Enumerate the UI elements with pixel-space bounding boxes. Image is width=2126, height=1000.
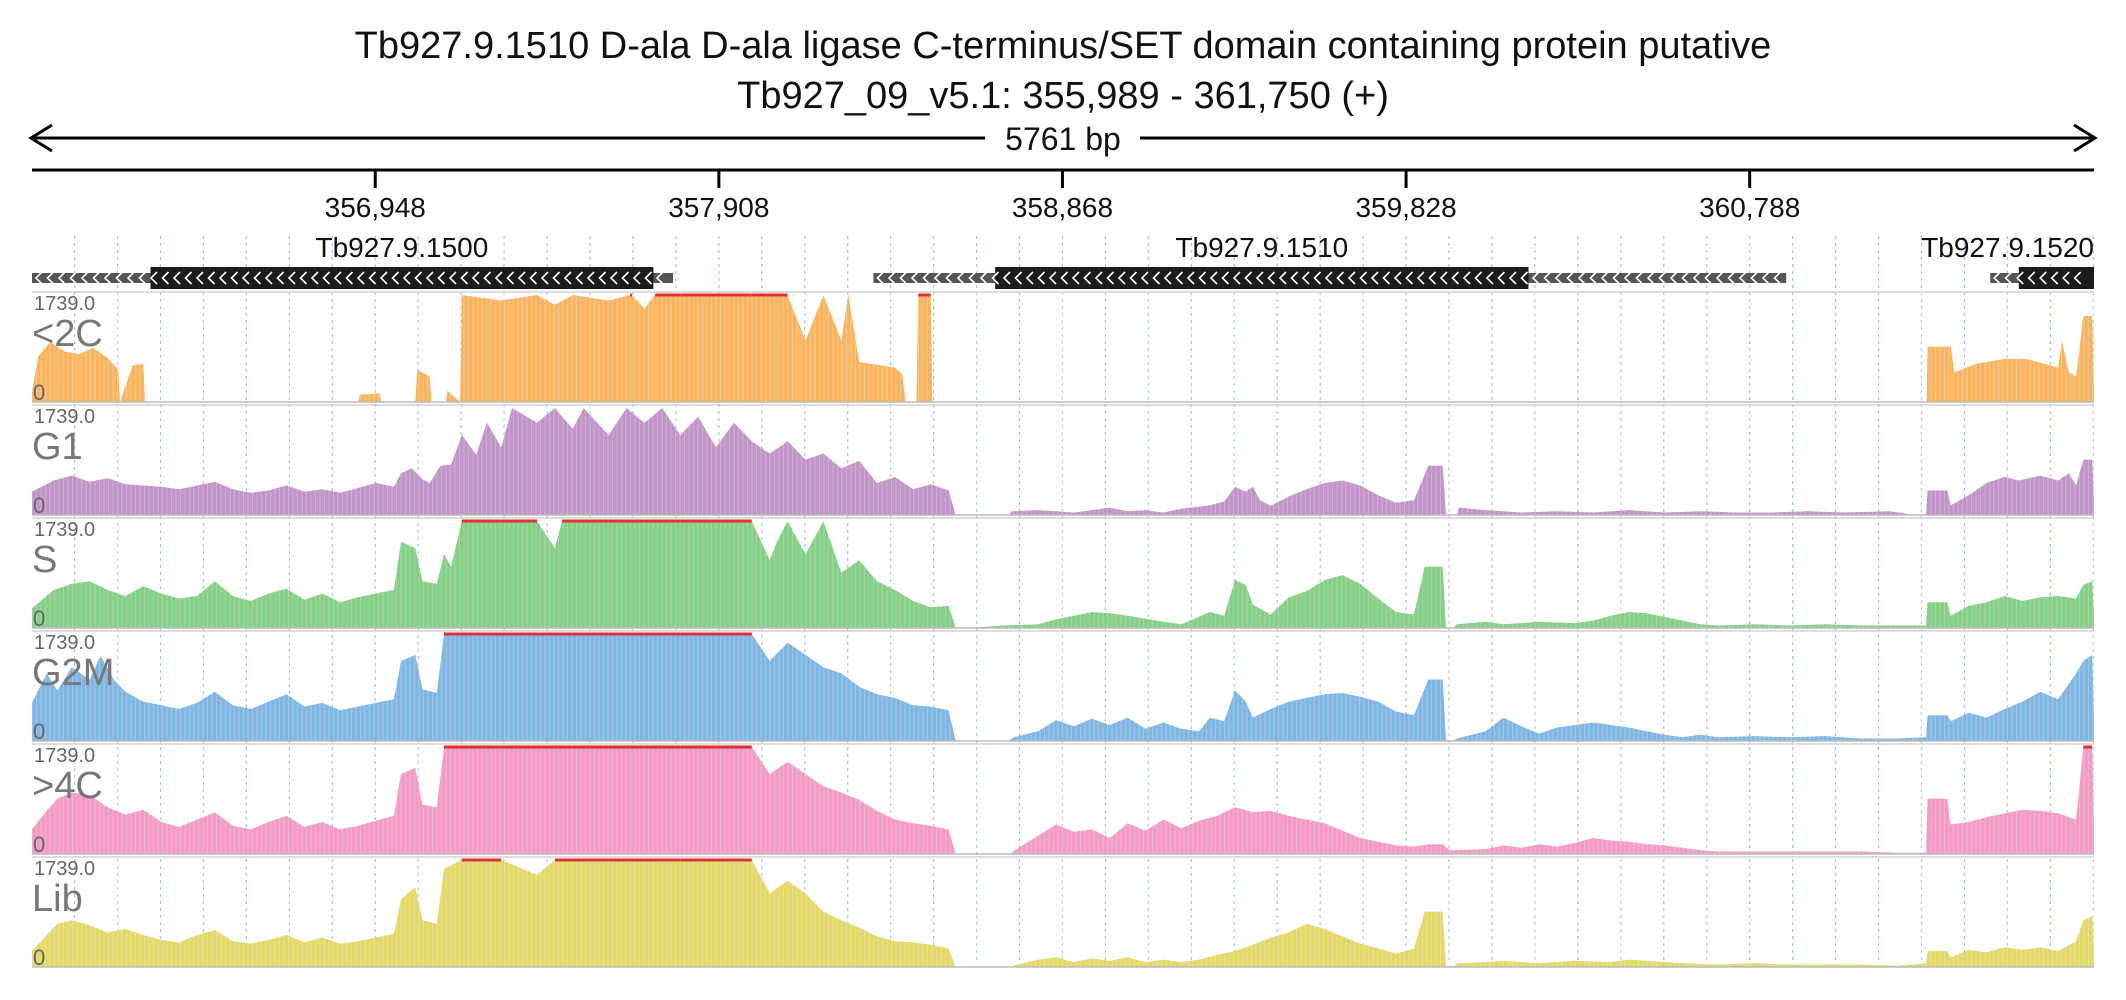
track-max-label: 1739.0 (34, 519, 95, 541)
coverage-tracks: 1739.0<2C01739.0G101739.0S01739.0G2M0173… (31, 291, 2094, 970)
track-max-label: 1739.0 (34, 858, 95, 880)
track-zero-label: 0 (33, 380, 45, 405)
track-name: S (32, 539, 57, 581)
track-max-label: 1739.0 (34, 632, 95, 654)
gene-cds (2018, 267, 2094, 289)
coverage-track: 1739.0>4C 0 (31, 743, 2094, 857)
track-zero-label: 0 (33, 945, 45, 970)
track-name: G2M (32, 652, 114, 694)
bin-lines (31, 631, 2094, 741)
coverage-area (32, 634, 2094, 741)
track-zero-label: 0 (33, 719, 45, 744)
coverage-track: 1739.0S 0 (31, 517, 2094, 631)
track-name: Lib (32, 878, 83, 920)
figure-subtitle: Tb927_09_v5.1: 355,989 - 361,750 (+) (737, 75, 1389, 117)
bin-lines (31, 857, 2094, 967)
track-name: >4C (32, 765, 103, 807)
coverage-area (32, 295, 2094, 402)
coverage-area (32, 521, 2094, 628)
gene-cds (995, 267, 1529, 289)
x-tick-label: 357,908 (668, 192, 769, 223)
x-tick-label: 358,868 (1012, 192, 1113, 223)
bin-lines (31, 405, 2094, 515)
x-tick-label: 359,828 (1355, 192, 1456, 223)
track-zero-label: 0 (33, 832, 45, 857)
length-label: 5761 bp (1005, 121, 1121, 157)
gene-track: Tb927.9.1500 Tb927.9.1510 Tb927.9.1520 (32, 232, 2094, 289)
gene: Tb927.9.1510 (873, 232, 1787, 289)
track-zero-label: 0 (33, 493, 45, 518)
track-name: G1 (32, 426, 83, 468)
track-max-label: 1739.0 (34, 745, 95, 767)
track-max-label: 1739.0 (34, 406, 95, 428)
coverage-area (32, 747, 2094, 854)
x-tick-label: 356,948 (325, 192, 426, 223)
strand-arrows-icon (34, 271, 664, 285)
track-name: <2C (32, 313, 103, 355)
figure-title: Tb927.9.1510 D-ala D-ala ligase C-termin… (355, 25, 1772, 67)
x-axis-ticks: 356,948 357,908 358,868 359,828 360,788 (325, 170, 1800, 223)
gene: Tb927.9.1500 (32, 232, 674, 289)
track-max-label: 1739.0 (34, 293, 95, 315)
coverage-area (32, 408, 2094, 515)
bin-lines (31, 292, 2094, 402)
track-zero-label: 0 (33, 606, 45, 631)
arrow-left-icon (28, 123, 53, 153)
x-tick-label: 360,788 (1699, 192, 1800, 223)
coverage-track: 1739.0<2C 0 (31, 291, 2094, 405)
strand-arrows-icon (1993, 271, 2082, 285)
gene-label: Tb927.9.1520 (1921, 232, 2094, 263)
bin-lines (31, 744, 2094, 854)
coverage-area (32, 860, 2094, 967)
gene-label: Tb927.9.1510 (1175, 232, 1348, 263)
bin-lines (31, 518, 2094, 628)
gene-cds (150, 267, 654, 289)
gene-label: Tb927.9.1500 (316, 232, 489, 263)
coverage-track: 1739.0G1 0 (31, 404, 2094, 518)
arrow-right-icon (2073, 123, 2098, 153)
strand-arrows-icon (876, 271, 1782, 285)
gene: Tb927.9.1520 (1921, 232, 2094, 289)
length-indicator: 5761 bp (28, 121, 2098, 157)
